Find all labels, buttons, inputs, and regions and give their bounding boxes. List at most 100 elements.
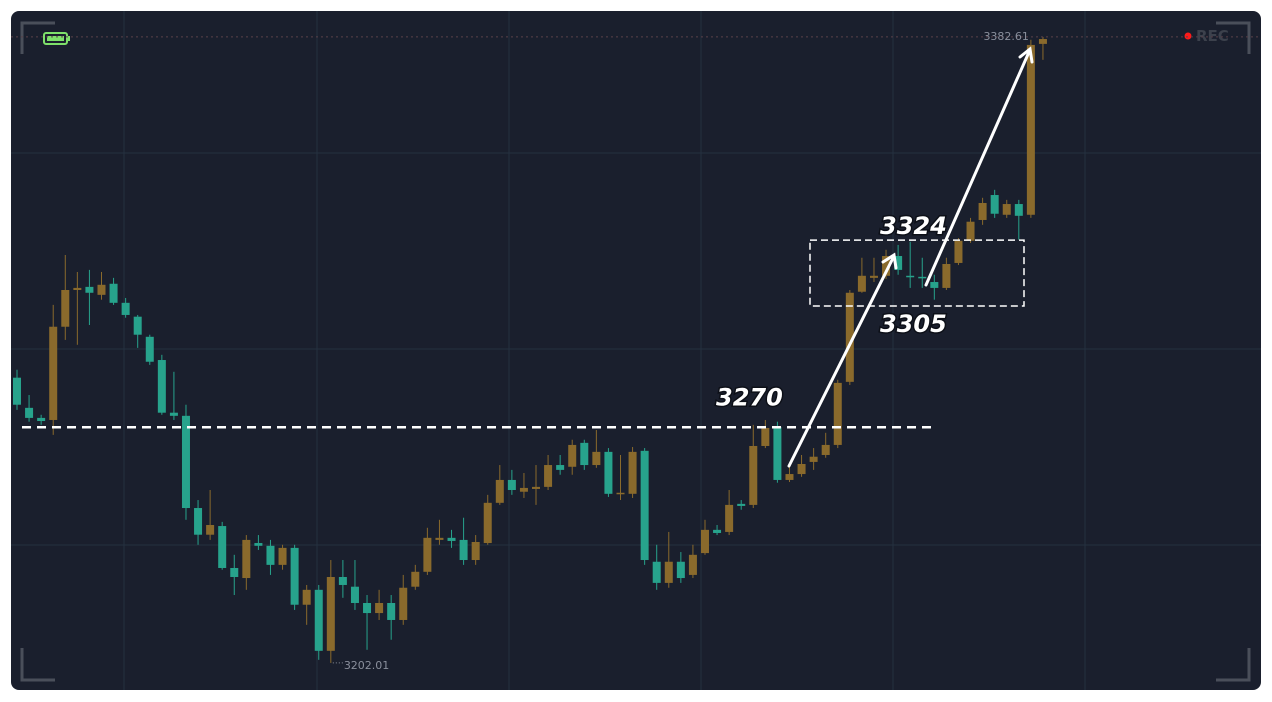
chart-background (11, 11, 1261, 690)
candle-body (568, 444, 577, 467)
candle-body (169, 412, 178, 416)
candle-body (1038, 39, 1047, 44)
candle-body (628, 451, 637, 494)
candle-body (326, 577, 335, 651)
candle-body (640, 450, 649, 561)
candle-body (725, 504, 734, 532)
battery-tip (68, 36, 70, 41)
candle-body (290, 547, 299, 605)
candle-body (435, 537, 444, 540)
corner-brackets (20, 21, 1251, 682)
candle-body (785, 474, 794, 480)
candle-body (1002, 204, 1011, 215)
low-label: 3202.01 (344, 659, 390, 672)
candle-body (809, 456, 818, 462)
candle-body (37, 417, 46, 422)
range-bottom-label: 3305 (880, 310, 947, 338)
battery-level (47, 36, 64, 41)
range-top-label: 3324 (880, 212, 947, 240)
candle-body (278, 547, 287, 565)
candle-body (13, 377, 21, 405)
candle-body (399, 587, 408, 620)
candle-body (350, 586, 359, 603)
candle-body (906, 275, 915, 278)
candle-body (375, 602, 384, 614)
candle-body (954, 240, 963, 263)
candle-body (254, 543, 263, 546)
candle-body (845, 292, 854, 382)
arrows (787, 46, 1034, 468)
corner (20, 21, 55, 54)
arrow (787, 256, 895, 468)
candle-body (25, 407, 34, 418)
candle-body (447, 537, 456, 541)
candle-body (61, 289, 70, 327)
candle-body (519, 487, 528, 492)
candle-body (85, 286, 94, 293)
candle-body (242, 539, 251, 579)
candle-body (302, 589, 311, 605)
candle-body (616, 492, 625, 495)
candle-body (604, 451, 613, 494)
candle-body (652, 561, 661, 583)
grid (11, 11, 1261, 690)
candle-body (387, 602, 396, 620)
candle-body (157, 360, 166, 413)
candle-body (97, 284, 106, 295)
arrow-head (881, 252, 898, 270)
candle-body (966, 221, 975, 241)
candle-body (495, 479, 504, 503)
corner (1216, 648, 1251, 682)
candle-body (749, 445, 758, 505)
candle-body (676, 561, 685, 579)
candle-body (857, 275, 866, 292)
candle-body (1014, 204, 1023, 216)
arrow-head (1018, 46, 1034, 64)
candle-body (206, 525, 215, 535)
high-label: 3382.61 (983, 30, 1029, 43)
candle-body (507, 479, 516, 490)
candle-body (869, 275, 878, 278)
candle-body (194, 508, 203, 535)
range-box (809, 239, 1025, 307)
candle-body (942, 263, 951, 288)
candle-body (990, 195, 999, 214)
candle-body (314, 589, 323, 651)
candle-body (181, 415, 190, 509)
rec-dot (1184, 32, 1192, 40)
corner (1216, 21, 1251, 54)
battery-icon (43, 32, 70, 45)
candle-body (821, 444, 830, 455)
candle-body (737, 503, 746, 506)
candle-body (459, 539, 468, 561)
candle-body (133, 316, 142, 335)
candle-body (423, 537, 432, 572)
candle-body (145, 336, 154, 362)
candle-body (894, 256, 903, 270)
battery-outline (43, 32, 68, 45)
candle-body (833, 382, 842, 445)
candle-body (713, 529, 722, 533)
candle-body (411, 571, 420, 587)
candle-body (109, 283, 118, 303)
candle-body (1026, 44, 1035, 215)
candle-body (483, 502, 492, 544)
candle-body (930, 282, 939, 288)
corner (20, 648, 55, 682)
candle-body (532, 486, 541, 489)
candle-body (773, 426, 782, 480)
candle-body (918, 276, 927, 279)
candle-body (688, 554, 697, 575)
support-label: 3270 (716, 383, 783, 411)
candle-body (592, 451, 601, 466)
candle-body (363, 602, 372, 614)
arrow (924, 50, 1031, 287)
candle-body (73, 287, 82, 290)
candle-body (700, 529, 709, 554)
candle-body (544, 465, 553, 487)
candle-body (471, 541, 480, 561)
candle-body (49, 326, 58, 420)
candle-body (797, 464, 806, 475)
rec-label: REC (1196, 27, 1229, 45)
